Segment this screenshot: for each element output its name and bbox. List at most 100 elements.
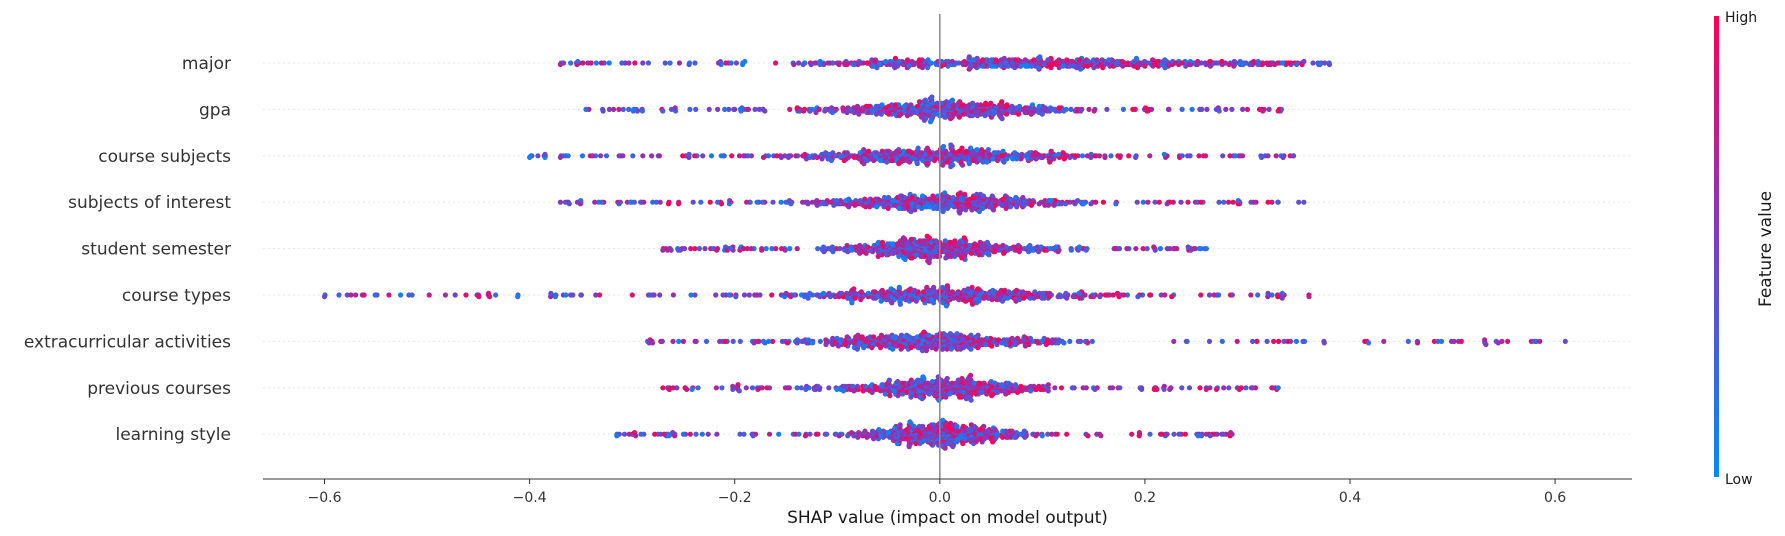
shap-point xyxy=(1435,338,1441,344)
shap-point xyxy=(563,292,569,298)
shap-point xyxy=(852,295,858,301)
shap-point xyxy=(990,207,997,213)
shap-point xyxy=(871,295,877,301)
shap-point xyxy=(1028,383,1034,389)
shap-point xyxy=(1183,63,1189,69)
shap-point xyxy=(1301,199,1307,205)
shap-point xyxy=(948,202,954,208)
shap-point xyxy=(890,334,896,340)
shap-point xyxy=(1028,388,1034,394)
shap-point xyxy=(1203,246,1209,252)
shap-point xyxy=(841,157,847,164)
shap-point xyxy=(880,242,886,249)
shap-point xyxy=(944,159,950,165)
shap-point xyxy=(640,60,646,66)
shap-point xyxy=(863,204,869,210)
shap-point xyxy=(717,58,724,65)
shap-point xyxy=(617,199,623,205)
shap-point xyxy=(1085,340,1091,346)
shap-point xyxy=(916,99,923,105)
shap-point xyxy=(1060,58,1066,65)
shap-point xyxy=(936,334,942,340)
shap-point xyxy=(826,385,832,391)
shap-point xyxy=(1072,153,1078,159)
shap-point xyxy=(1040,290,1046,296)
shap-point xyxy=(896,113,903,119)
shap-point xyxy=(1024,105,1030,111)
shap-point xyxy=(989,343,995,349)
shap-point xyxy=(1164,246,1170,252)
shap-point xyxy=(1010,337,1016,343)
shap-point xyxy=(1244,106,1250,112)
shap-point xyxy=(966,242,973,249)
shap-point xyxy=(649,153,655,159)
shap-point xyxy=(657,199,663,205)
shap-point xyxy=(796,60,802,66)
shap-point xyxy=(858,289,865,295)
shap-point xyxy=(744,246,751,252)
shap-point xyxy=(807,108,813,114)
shap-point xyxy=(1187,153,1193,159)
shap-point xyxy=(763,246,769,252)
shap-point xyxy=(942,238,948,244)
shap-point xyxy=(1045,388,1051,394)
shap-point xyxy=(926,332,932,338)
shap-point xyxy=(863,103,869,109)
shap-point xyxy=(822,108,828,114)
shap-point xyxy=(1126,153,1132,159)
shap-point xyxy=(904,157,910,164)
shap-point xyxy=(849,300,855,306)
shap-point xyxy=(557,61,564,68)
shap-point xyxy=(676,338,682,344)
shap-point xyxy=(860,388,866,394)
shap-point xyxy=(1012,382,1019,388)
shap-point xyxy=(872,289,878,295)
shap-point xyxy=(977,156,983,162)
shap-point xyxy=(977,380,983,386)
shap-point xyxy=(736,153,743,159)
shap-point xyxy=(931,284,937,290)
shap-point xyxy=(733,294,739,300)
shap-point xyxy=(1009,154,1015,160)
shap-point xyxy=(999,153,1005,159)
feature-rows xyxy=(263,62,1632,435)
shap-point xyxy=(426,292,432,298)
shap-point xyxy=(952,150,958,156)
shap-point xyxy=(1145,199,1151,205)
shap-point xyxy=(913,379,919,385)
shap-point xyxy=(885,241,891,247)
shap-point xyxy=(962,156,968,162)
shap-point xyxy=(1124,246,1130,252)
shap-point xyxy=(910,109,916,116)
shap-point xyxy=(1362,338,1368,344)
shap-point xyxy=(1179,60,1185,66)
shap-point xyxy=(858,297,864,303)
shap-point xyxy=(922,253,928,259)
shap-point xyxy=(747,199,753,205)
shap-point xyxy=(692,292,698,298)
shap-point xyxy=(994,157,1001,164)
shap-point xyxy=(964,111,971,117)
shap-point xyxy=(1152,199,1158,205)
shap-point xyxy=(1108,153,1114,159)
shap-point xyxy=(1107,292,1113,298)
shap-point xyxy=(908,394,914,400)
shap-point xyxy=(830,249,836,255)
shap-point xyxy=(877,157,884,164)
feature-label: extracurricular activities xyxy=(24,332,231,352)
shap-point xyxy=(707,199,713,205)
shap-point xyxy=(863,337,869,343)
shap-point xyxy=(721,153,727,159)
shap-point xyxy=(897,301,904,307)
shap-point xyxy=(1226,199,1232,205)
shap-point xyxy=(1254,338,1260,344)
shap-point xyxy=(1116,246,1123,252)
shap-point xyxy=(1058,385,1065,391)
shap-point xyxy=(1014,389,1021,395)
shap-point xyxy=(1003,205,1009,211)
shap-point xyxy=(1250,385,1256,391)
shap-point xyxy=(692,60,698,66)
shap-point xyxy=(999,99,1005,105)
shap-point xyxy=(1089,338,1095,344)
shap-point xyxy=(943,255,949,261)
